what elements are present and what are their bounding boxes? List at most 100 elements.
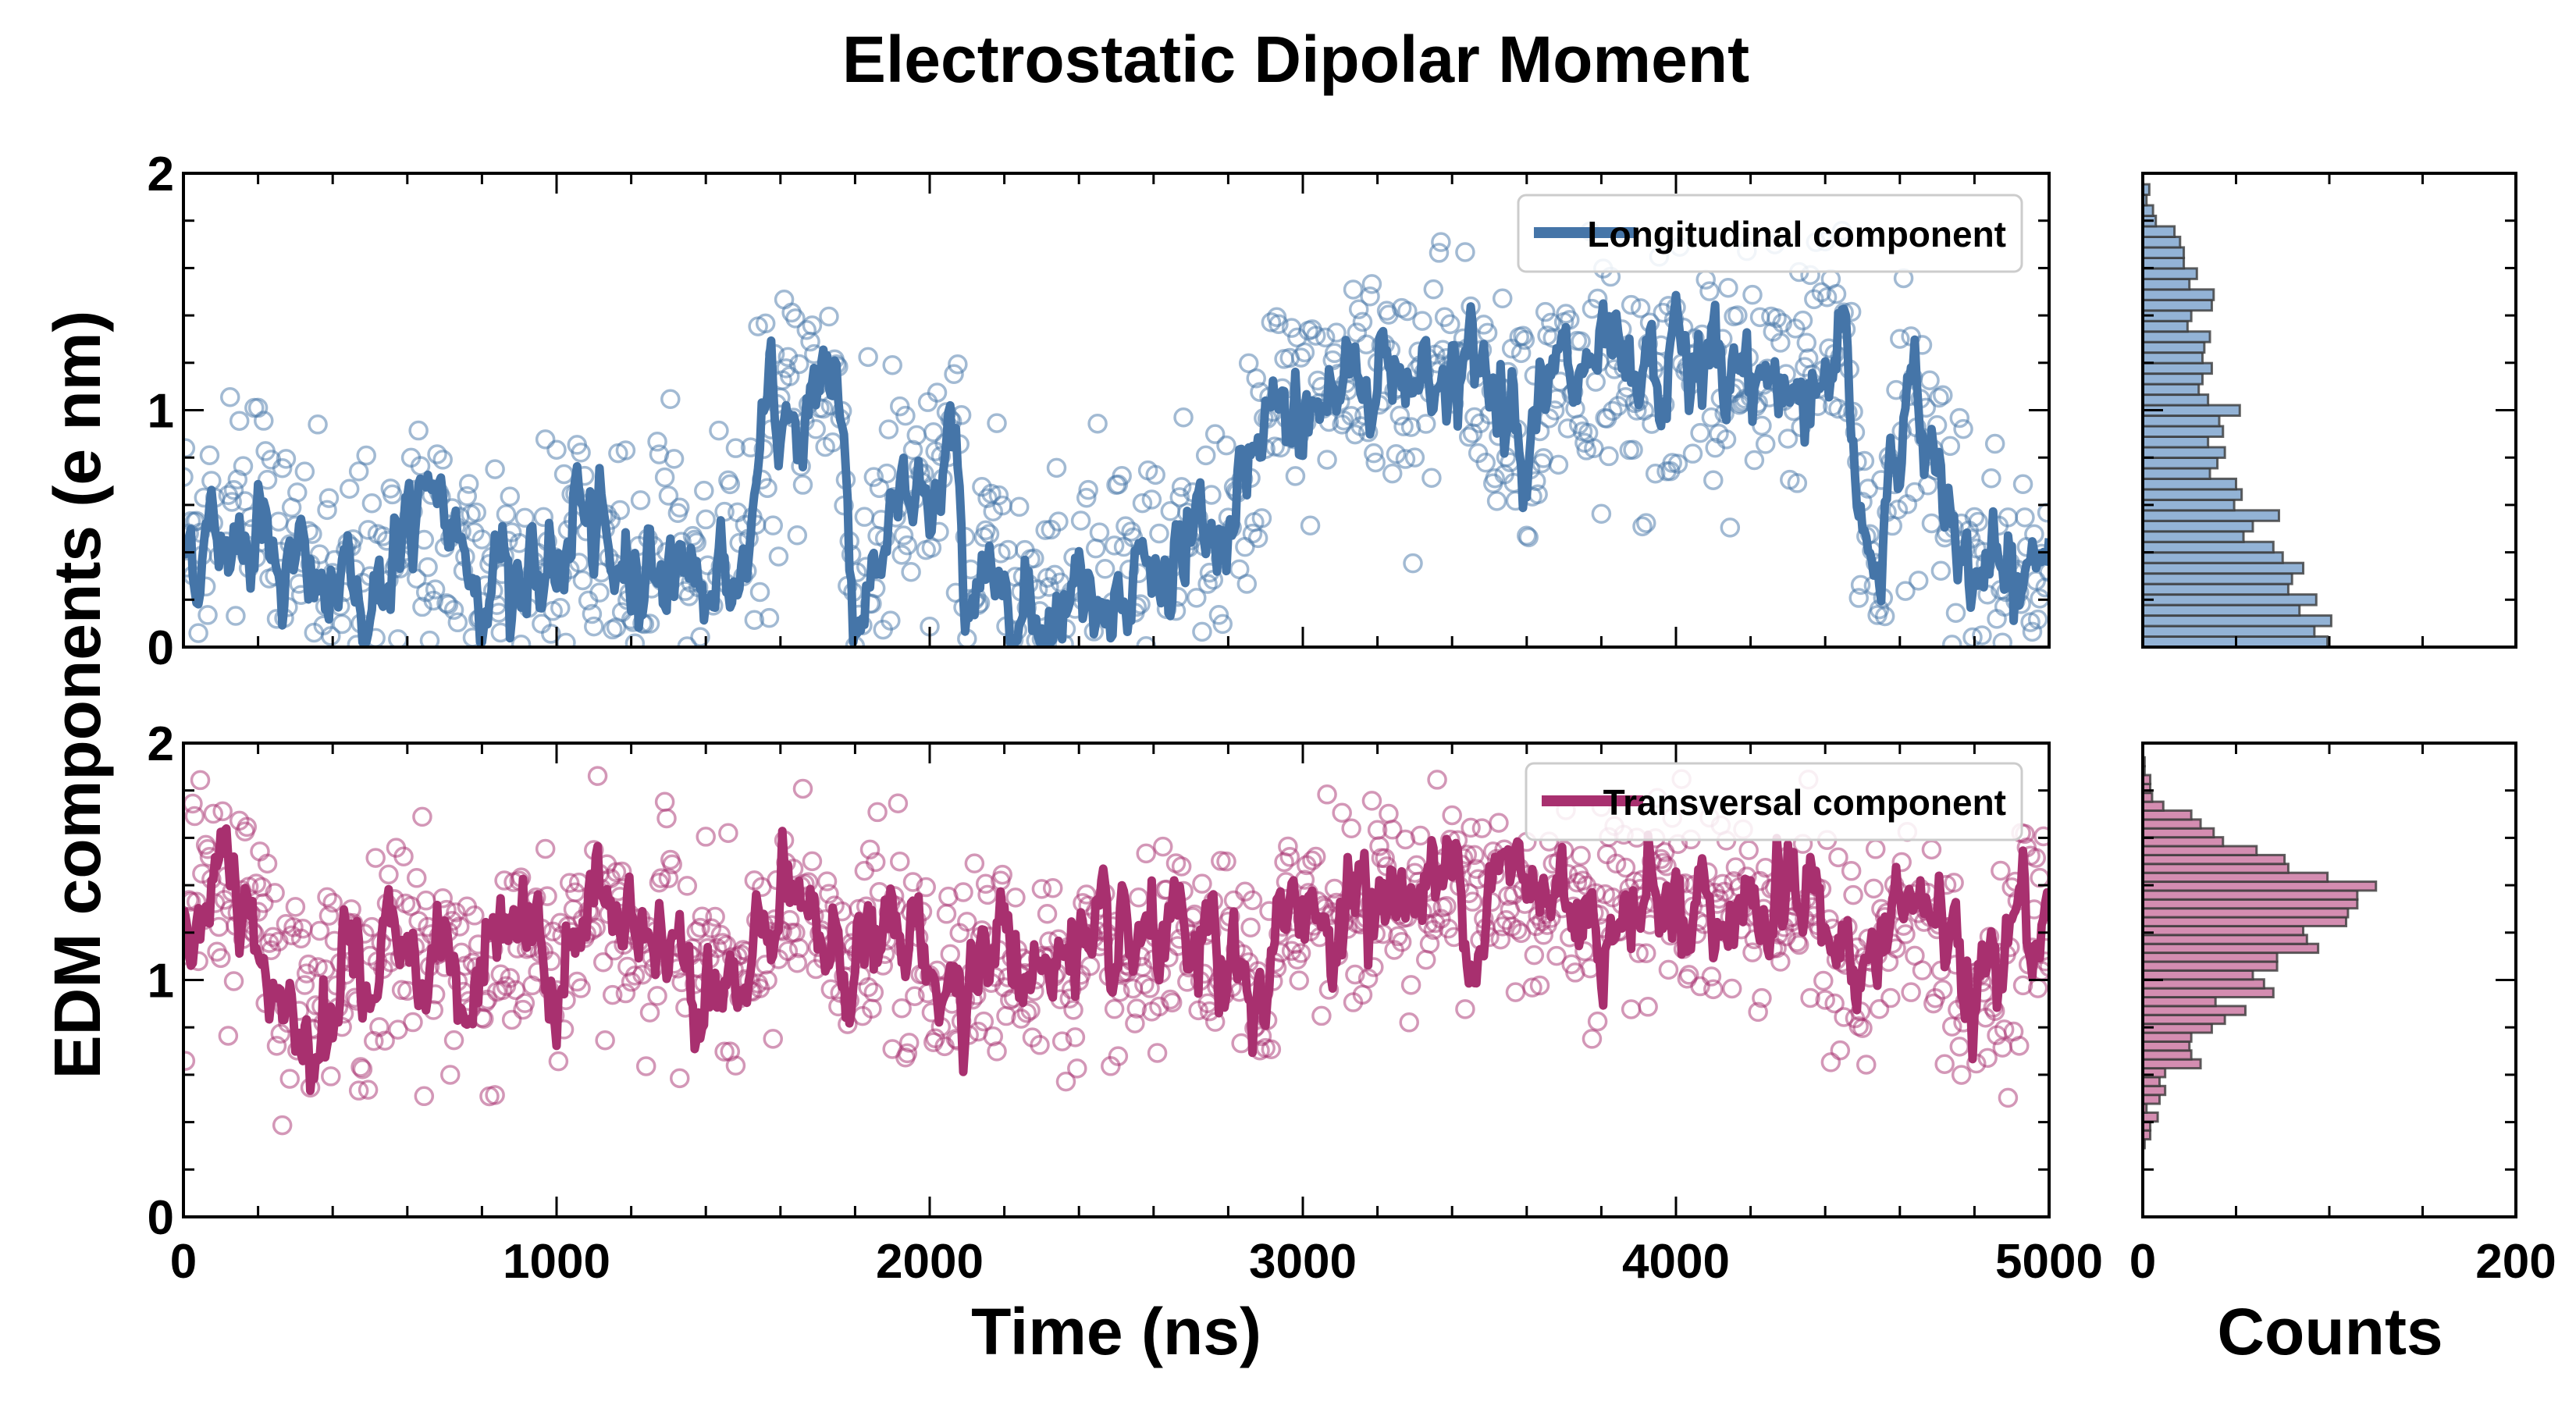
scatter-point <box>322 892 343 913</box>
scatter-point <box>183 891 201 912</box>
scatter-point <box>1145 464 1165 486</box>
scatter-point <box>223 480 244 500</box>
scatter-point <box>183 1051 196 1071</box>
scatter-point <box>1216 435 1236 456</box>
scatter-point <box>1173 407 1194 428</box>
scatter-point <box>1419 934 1440 954</box>
scatter-point <box>973 1011 994 1032</box>
scatter-point <box>1403 553 1423 574</box>
scatter-point <box>1949 1037 1970 1057</box>
scatter-point <box>1792 310 1813 331</box>
scatter-point <box>744 610 765 630</box>
histogram-bar <box>2141 1094 2161 1105</box>
scatter-point <box>979 524 1000 544</box>
histogram-bar <box>2141 288 2215 301</box>
scatter-point <box>1490 929 1511 950</box>
scatter-point <box>1800 987 1820 1008</box>
scatter-point <box>780 366 800 386</box>
scatter-point <box>787 952 808 973</box>
scatter-point <box>654 467 675 488</box>
histogram-bar <box>2141 853 2286 866</box>
scatter-point <box>443 599 464 621</box>
scatter-point <box>2027 609 2048 630</box>
scatter-point <box>763 515 783 535</box>
scatter-point <box>190 770 211 791</box>
histogram-bar <box>2141 561 2305 575</box>
scatter-point <box>654 791 675 813</box>
histogram-bar <box>2141 414 2221 428</box>
scatter-point <box>1294 342 1315 363</box>
scatter-point <box>1972 625 1992 646</box>
histogram-bar <box>2141 1111 2159 1123</box>
scatter-point <box>1541 312 1561 333</box>
scatter-point <box>888 793 909 813</box>
scatter-point <box>669 497 690 518</box>
scatter-point <box>485 459 505 479</box>
scatter-point <box>1667 454 1688 474</box>
scatter-point <box>1890 329 1910 349</box>
scatter-point <box>1656 855 1677 877</box>
histogram-bar <box>2141 809 2193 821</box>
scatter-point <box>977 884 998 905</box>
scatter-point <box>859 839 881 860</box>
scatter-point <box>660 389 681 410</box>
longitudinal-histogram <box>2141 172 2517 649</box>
scatter-point <box>220 387 240 407</box>
scatter-point <box>1251 508 1272 528</box>
scatter-point <box>1824 993 1845 1014</box>
scatter-point <box>2039 956 2049 977</box>
scatter-point <box>1126 998 1147 1019</box>
scatter-point <box>923 422 944 443</box>
scatter-point <box>757 970 777 991</box>
scatter-point <box>1920 370 1940 390</box>
scatter-point <box>1429 243 1450 263</box>
scatter-point <box>878 419 899 439</box>
scatter-point <box>1195 445 1216 466</box>
histogram-bar <box>2141 969 2254 981</box>
scatter-point <box>1341 818 1361 839</box>
scatter-point <box>1690 422 1710 443</box>
histogram-bar <box>2141 246 2186 259</box>
scatter-point <box>1848 588 1869 608</box>
scatter-point <box>893 525 914 546</box>
scatter-point <box>1788 934 1809 955</box>
scatter-point <box>1606 853 1627 874</box>
scatter-point <box>1397 301 1418 322</box>
scatter-point <box>1585 372 1606 392</box>
scatter-point <box>1375 848 1395 869</box>
scatter-point <box>787 525 808 546</box>
histogram-bar <box>2141 942 2320 955</box>
scatter-point <box>1382 820 1403 840</box>
scatter-point <box>511 634 532 647</box>
histogram-bar <box>2141 351 2204 365</box>
scatter-point <box>418 557 438 578</box>
scatter-point <box>975 873 996 895</box>
scatter-point <box>1442 805 1462 826</box>
histogram-bar <box>2141 603 2301 617</box>
scatter-point <box>1658 959 1679 980</box>
scatter-point <box>1317 450 1337 470</box>
histogram-bar <box>2141 871 2329 884</box>
scatter-point <box>1315 327 1336 348</box>
x-axis-label: Time (ns) <box>971 1295 1261 1368</box>
scatter-point <box>1591 503 1612 525</box>
scatter-point <box>1718 278 1738 298</box>
scatter-point <box>964 853 985 873</box>
scatter-point <box>1742 284 1763 305</box>
scatter-point <box>927 382 948 403</box>
hist-x-axis-label: Counts <box>2217 1295 2443 1368</box>
scatter-point <box>916 877 936 898</box>
scatter-point <box>948 354 968 375</box>
scatter-point <box>1645 464 1666 484</box>
histogram-bar <box>2141 330 2211 343</box>
scatter-point <box>2012 474 2033 495</box>
scatter-point <box>1076 487 1097 508</box>
scatter-point <box>1132 493 1153 514</box>
scatter-point <box>696 509 716 530</box>
scatter-point <box>1615 857 1636 878</box>
histogram-bar <box>2141 907 2350 919</box>
histogram-bar <box>2141 1084 2167 1097</box>
scatter-point <box>553 464 575 485</box>
scatter-point <box>988 485 1009 506</box>
scatter-point <box>1582 1029 1603 1049</box>
